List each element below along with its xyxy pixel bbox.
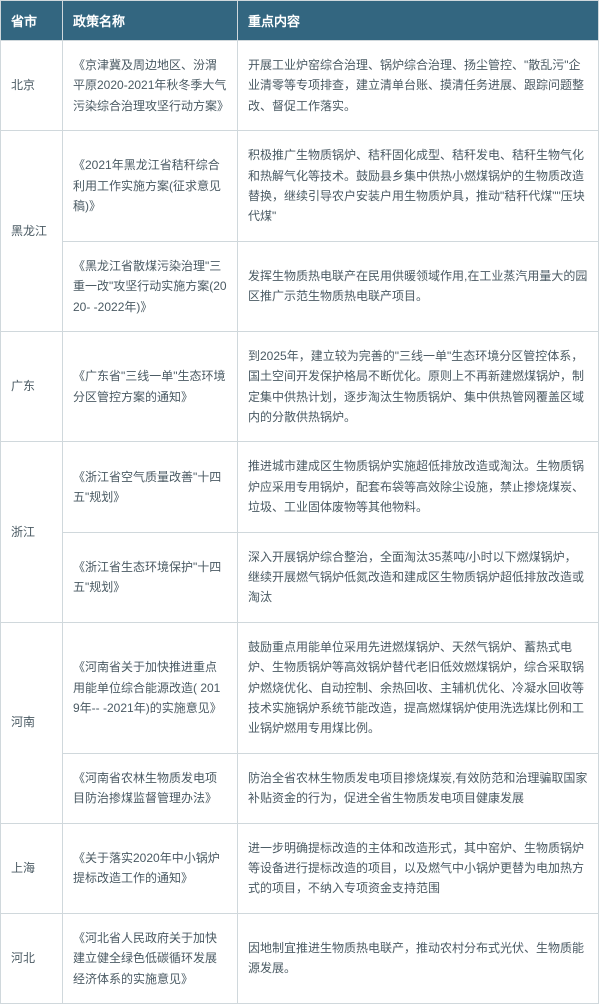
header-row: 省市 政策名称 重点内容 [1, 1, 599, 41]
content-cell: 到2025年，建立较为完善的"三线一单"生态环境分区管控体系，国土空间开发保护格… [238, 331, 599, 442]
table-row: 《浙江省生态环境保护"十四五"规划》深入开展锅炉综合整治，全面淘汰35蒸吨/小时… [1, 532, 599, 622]
content-cell: 深入开展锅炉综合整治，全面淘汰35蒸吨/小时以下燃煤锅炉，继续开展燃气锅炉低氮改… [238, 532, 599, 622]
table-row: 河北《河北省人民政府关于加快建立健全绿色低碳循环发展经济体系的实施意见》因地制宜… [1, 913, 599, 1003]
table-row: 北京《京津冀及周边地区、汾渭平原2020-2021年秋冬季大气污染综合治理攻坚行… [1, 41, 599, 131]
header-policy: 政策名称 [63, 1, 238, 41]
province-cell: 广东 [1, 331, 63, 442]
policy-cell: 《河北省人民政府关于加快建立健全绿色低碳循环发展经济体系的实施意见》 [63, 913, 238, 1003]
table-row: 《河南省农林生物质发电项目防治掺煤监督管理办法》防治全省农林生物质发电项目掺烧煤… [1, 753, 599, 823]
policy-cell: 《河南省关于加快推进重点用能单位综合能源改造( 2019年-- -2021年)的… [63, 622, 238, 753]
province-cell: 上海 [1, 823, 63, 913]
content-cell: 进一步明确提标改造的主体和改造形式，其中窑炉、生物质锅炉等设备进行提标改造的项目… [238, 823, 599, 913]
province-cell: 河北 [1, 913, 63, 1003]
policy-cell: 《河南省农林生物质发电项目防治掺煤监督管理办法》 [63, 753, 238, 823]
content-cell: 因地制宜推进生物质热电联产，推动农村分布式光伏、生物质能源发展。 [238, 913, 599, 1003]
table-row: 《黑龙江省散煤污染治理"三重一改"攻坚行动实施方案(2020- -2022年)》… [1, 241, 599, 331]
policy-cell: 《关于落实2020年中小锅炉提标改造工作的通知》 [63, 823, 238, 913]
content-cell: 积极推广生物质锅炉、秸秆固化成型、秸秆发电、秸秆生物气化和热解气化等技术。鼓励县… [238, 131, 599, 242]
table-row: 上海《关于落实2020年中小锅炉提标改造工作的通知》进一步明确提标改造的主体和改… [1, 823, 599, 913]
content-cell: 发挥生物质热电联产在民用供暖领域作用,在工业蒸汽用量大的园区推广示范生物质热电联… [238, 241, 599, 331]
province-cell: 北京 [1, 41, 63, 131]
policy-cell: 《广东省"三线一单"生态环境分区管控方案的通知》 [63, 331, 238, 442]
policy-cell: 《浙江省空气质量改善"十四五"规划》 [63, 442, 238, 532]
table-row: 黑龙江《2021年黑龙江省秸秆综合利用工作实施方案(征求意见稿)》积极推广生物质… [1, 131, 599, 242]
policy-cell: 《黑龙江省散煤污染治理"三重一改"攻坚行动实施方案(2020- -2022年)》 [63, 241, 238, 331]
policy-table: 省市 政策名称 重点内容 北京《京津冀及周边地区、汾渭平原2020-2021年秋… [0, 0, 599, 1004]
policy-cell: 《浙江省生态环境保护"十四五"规划》 [63, 532, 238, 622]
content-cell: 防治全省农林生物质发电项目掺烧煤炭,有效防范和治理骗取国家补贴资金的行为，促进全… [238, 753, 599, 823]
content-cell: 鼓励重点用能单位采用先进燃煤锅炉、天然气锅炉、蓄热式电炉、生物质锅炉等高效锅炉替… [238, 622, 599, 753]
policy-cell: 《2021年黑龙江省秸秆综合利用工作实施方案(征求意见稿)》 [63, 131, 238, 242]
table-row: 浙江《浙江省空气质量改善"十四五"规划》推进城市建成区生物质锅炉实施超低排放改造… [1, 442, 599, 532]
header-content: 重点内容 [238, 1, 599, 41]
table-row: 广东《广东省"三线一单"生态环境分区管控方案的通知》到2025年，建立较为完善的… [1, 331, 599, 442]
province-cell: 河南 [1, 622, 63, 823]
table-row: 河南《河南省关于加快推进重点用能单位综合能源改造( 2019年-- -2021年… [1, 622, 599, 753]
province-cell: 浙江 [1, 442, 63, 622]
province-cell: 黑龙江 [1, 131, 63, 332]
content-cell: 开展工业炉窑综合治理、锅炉综合治理、扬尘管控、"散乱污"企业清零等专项排查，建立… [238, 41, 599, 131]
content-cell: 推进城市建成区生物质锅炉实施超低排放改造或淘汰。生物质锅炉应采用专用锅炉，配套布… [238, 442, 599, 532]
policy-cell: 《京津冀及周边地区、汾渭平原2020-2021年秋冬季大气污染综合治理攻坚行动方… [63, 41, 238, 131]
header-province: 省市 [1, 1, 63, 41]
